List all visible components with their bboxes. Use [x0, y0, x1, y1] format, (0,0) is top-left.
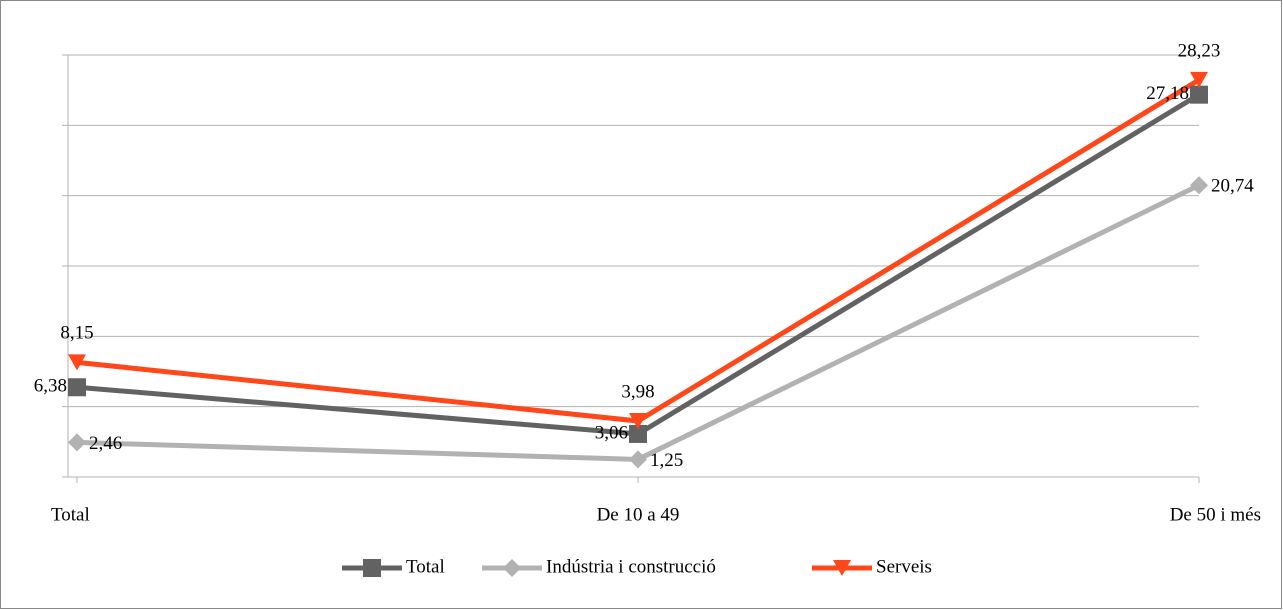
marker — [68, 378, 86, 397]
marker — [68, 433, 86, 452]
data-label: 28,23 — [1178, 40, 1221, 61]
marker — [1190, 85, 1208, 104]
legend-marker — [833, 560, 851, 576]
data-label: 2,46 — [89, 433, 122, 454]
data-label: 3,98 — [621, 381, 654, 402]
marker — [629, 424, 647, 443]
legend-marker — [503, 559, 521, 577]
legend-label: Indústria i construcció — [546, 556, 716, 577]
marker — [1190, 71, 1208, 88]
legend: Total Indústria i construcció Serveis — [342, 556, 932, 577]
legend-label: Serveis — [876, 556, 932, 577]
marker — [629, 413, 647, 430]
data-label: 8,15 — [60, 323, 93, 344]
marker — [629, 450, 647, 469]
legend-label: Total — [406, 556, 445, 577]
x-tick-label: Total — [51, 504, 90, 525]
marker — [68, 354, 86, 371]
marker — [1190, 176, 1208, 195]
legend-marker — [363, 559, 381, 577]
x-tick-label: De 50 i més — [1170, 504, 1261, 525]
data-label: 27,18 — [1146, 83, 1189, 104]
data-label: 20,74 — [1211, 176, 1254, 197]
data-label: 6,38 — [34, 376, 67, 397]
x-tick-label: De 10 a 49 — [597, 504, 680, 525]
data-label: 1,25 — [650, 450, 683, 471]
data-label: 3,06 — [595, 422, 628, 443]
